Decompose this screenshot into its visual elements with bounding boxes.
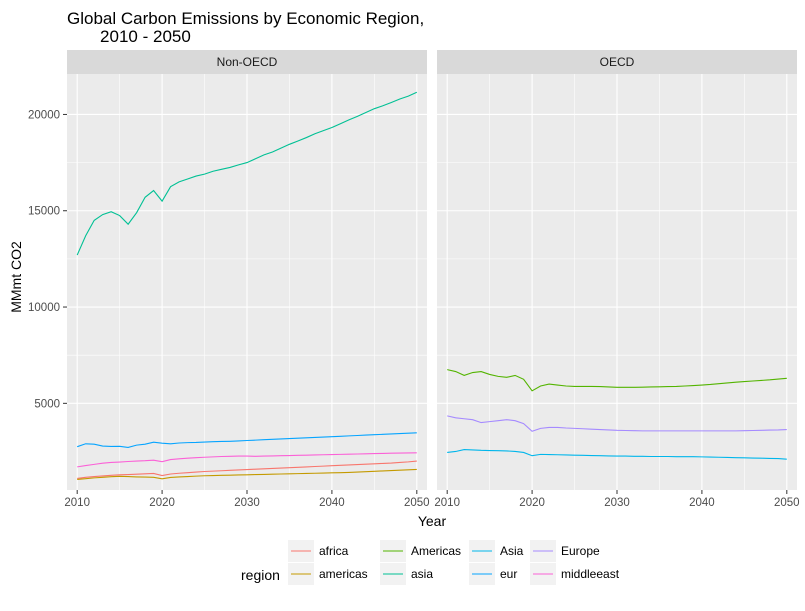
- legend-title: region: [241, 567, 280, 583]
- chart-title-line-1: Global Carbon Emissions by Economic Regi…: [67, 9, 424, 28]
- chart-title: Global Carbon Emissions by Economic Regi…: [67, 9, 424, 46]
- y-tick-label: 5000: [34, 398, 60, 410]
- series-line-africa: [77, 460, 417, 479]
- series-line-Asia: [447, 449, 787, 460]
- chart-title-line-2: 2010 - 2050: [67, 27, 191, 46]
- series-line-eur: [77, 432, 417, 449]
- x-tick-label: 2050: [774, 497, 800, 509]
- x-tick-label: 2020: [149, 497, 175, 509]
- legend-item-asia: asia: [380, 563, 433, 585]
- legend-item-middleeast: middleeast: [530, 563, 620, 585]
- legend-label: Americas: [411, 544, 461, 558]
- y-axis-label: MMmt CO2: [8, 241, 24, 313]
- legend-label: asia: [411, 567, 433, 581]
- legend-label: Asia: [500, 544, 524, 558]
- legend-label: americas: [319, 567, 368, 581]
- x-tick-label: 2030: [234, 497, 260, 509]
- legend-label: eur: [500, 567, 517, 581]
- series-line-asia: [76, 91, 418, 256]
- x-axis-label: Year: [418, 513, 447, 529]
- legend-item-Americas: Americas: [380, 540, 461, 562]
- legend-item-Asia: Asia: [469, 540, 524, 562]
- facet-strip: [437, 50, 797, 74]
- x-tick-label: 2030: [604, 497, 630, 509]
- facet-strip-label: OECD: [600, 55, 635, 69]
- series-line-Europe: [447, 415, 787, 432]
- series-line-middleeast: [77, 452, 417, 468]
- x-tick-label: 2020: [519, 497, 545, 509]
- y-tick-label: 20000: [28, 109, 60, 121]
- y-tick-label: 15000: [28, 206, 60, 218]
- facet-strip-label: Non-OECD: [217, 55, 278, 69]
- legend-label: africa: [319, 544, 349, 558]
- x-tick-label: 2050: [404, 497, 430, 509]
- y-axis: 5000 10000 15000 20000: [28, 109, 67, 410]
- legend-item-americas: americas: [288, 563, 368, 585]
- y-tick-label: 10000: [28, 302, 60, 314]
- legend: region africa americas Americas asia Asia eur…: [241, 540, 620, 585]
- facet-panel-non-oecd: Non-OECD: [67, 50, 427, 490]
- facet-strip: [67, 50, 427, 74]
- x-tick-label: 2010: [434, 497, 460, 509]
- legend-label: middleeast: [561, 567, 620, 581]
- facet-panel-oecd: OECD: [437, 50, 797, 490]
- series-line-americas: [77, 468, 417, 480]
- facet-panels: Non-OECD OECD: [67, 50, 797, 490]
- legend-label: Europe: [561, 544, 600, 558]
- x-tick-label: 2010: [64, 497, 90, 509]
- series-line-Americas: [447, 369, 787, 392]
- x-tick-label: 2040: [319, 497, 345, 509]
- legend-item-africa: africa: [288, 540, 349, 562]
- x-axes: 2010 2020 2030 2040 2050 2010 2020 2030 2040 2050: [64, 490, 800, 509]
- legend-item-Europe: Europe: [530, 540, 600, 562]
- x-tick-label: 2040: [689, 497, 715, 509]
- legend-item-eur: eur: [469, 563, 517, 585]
